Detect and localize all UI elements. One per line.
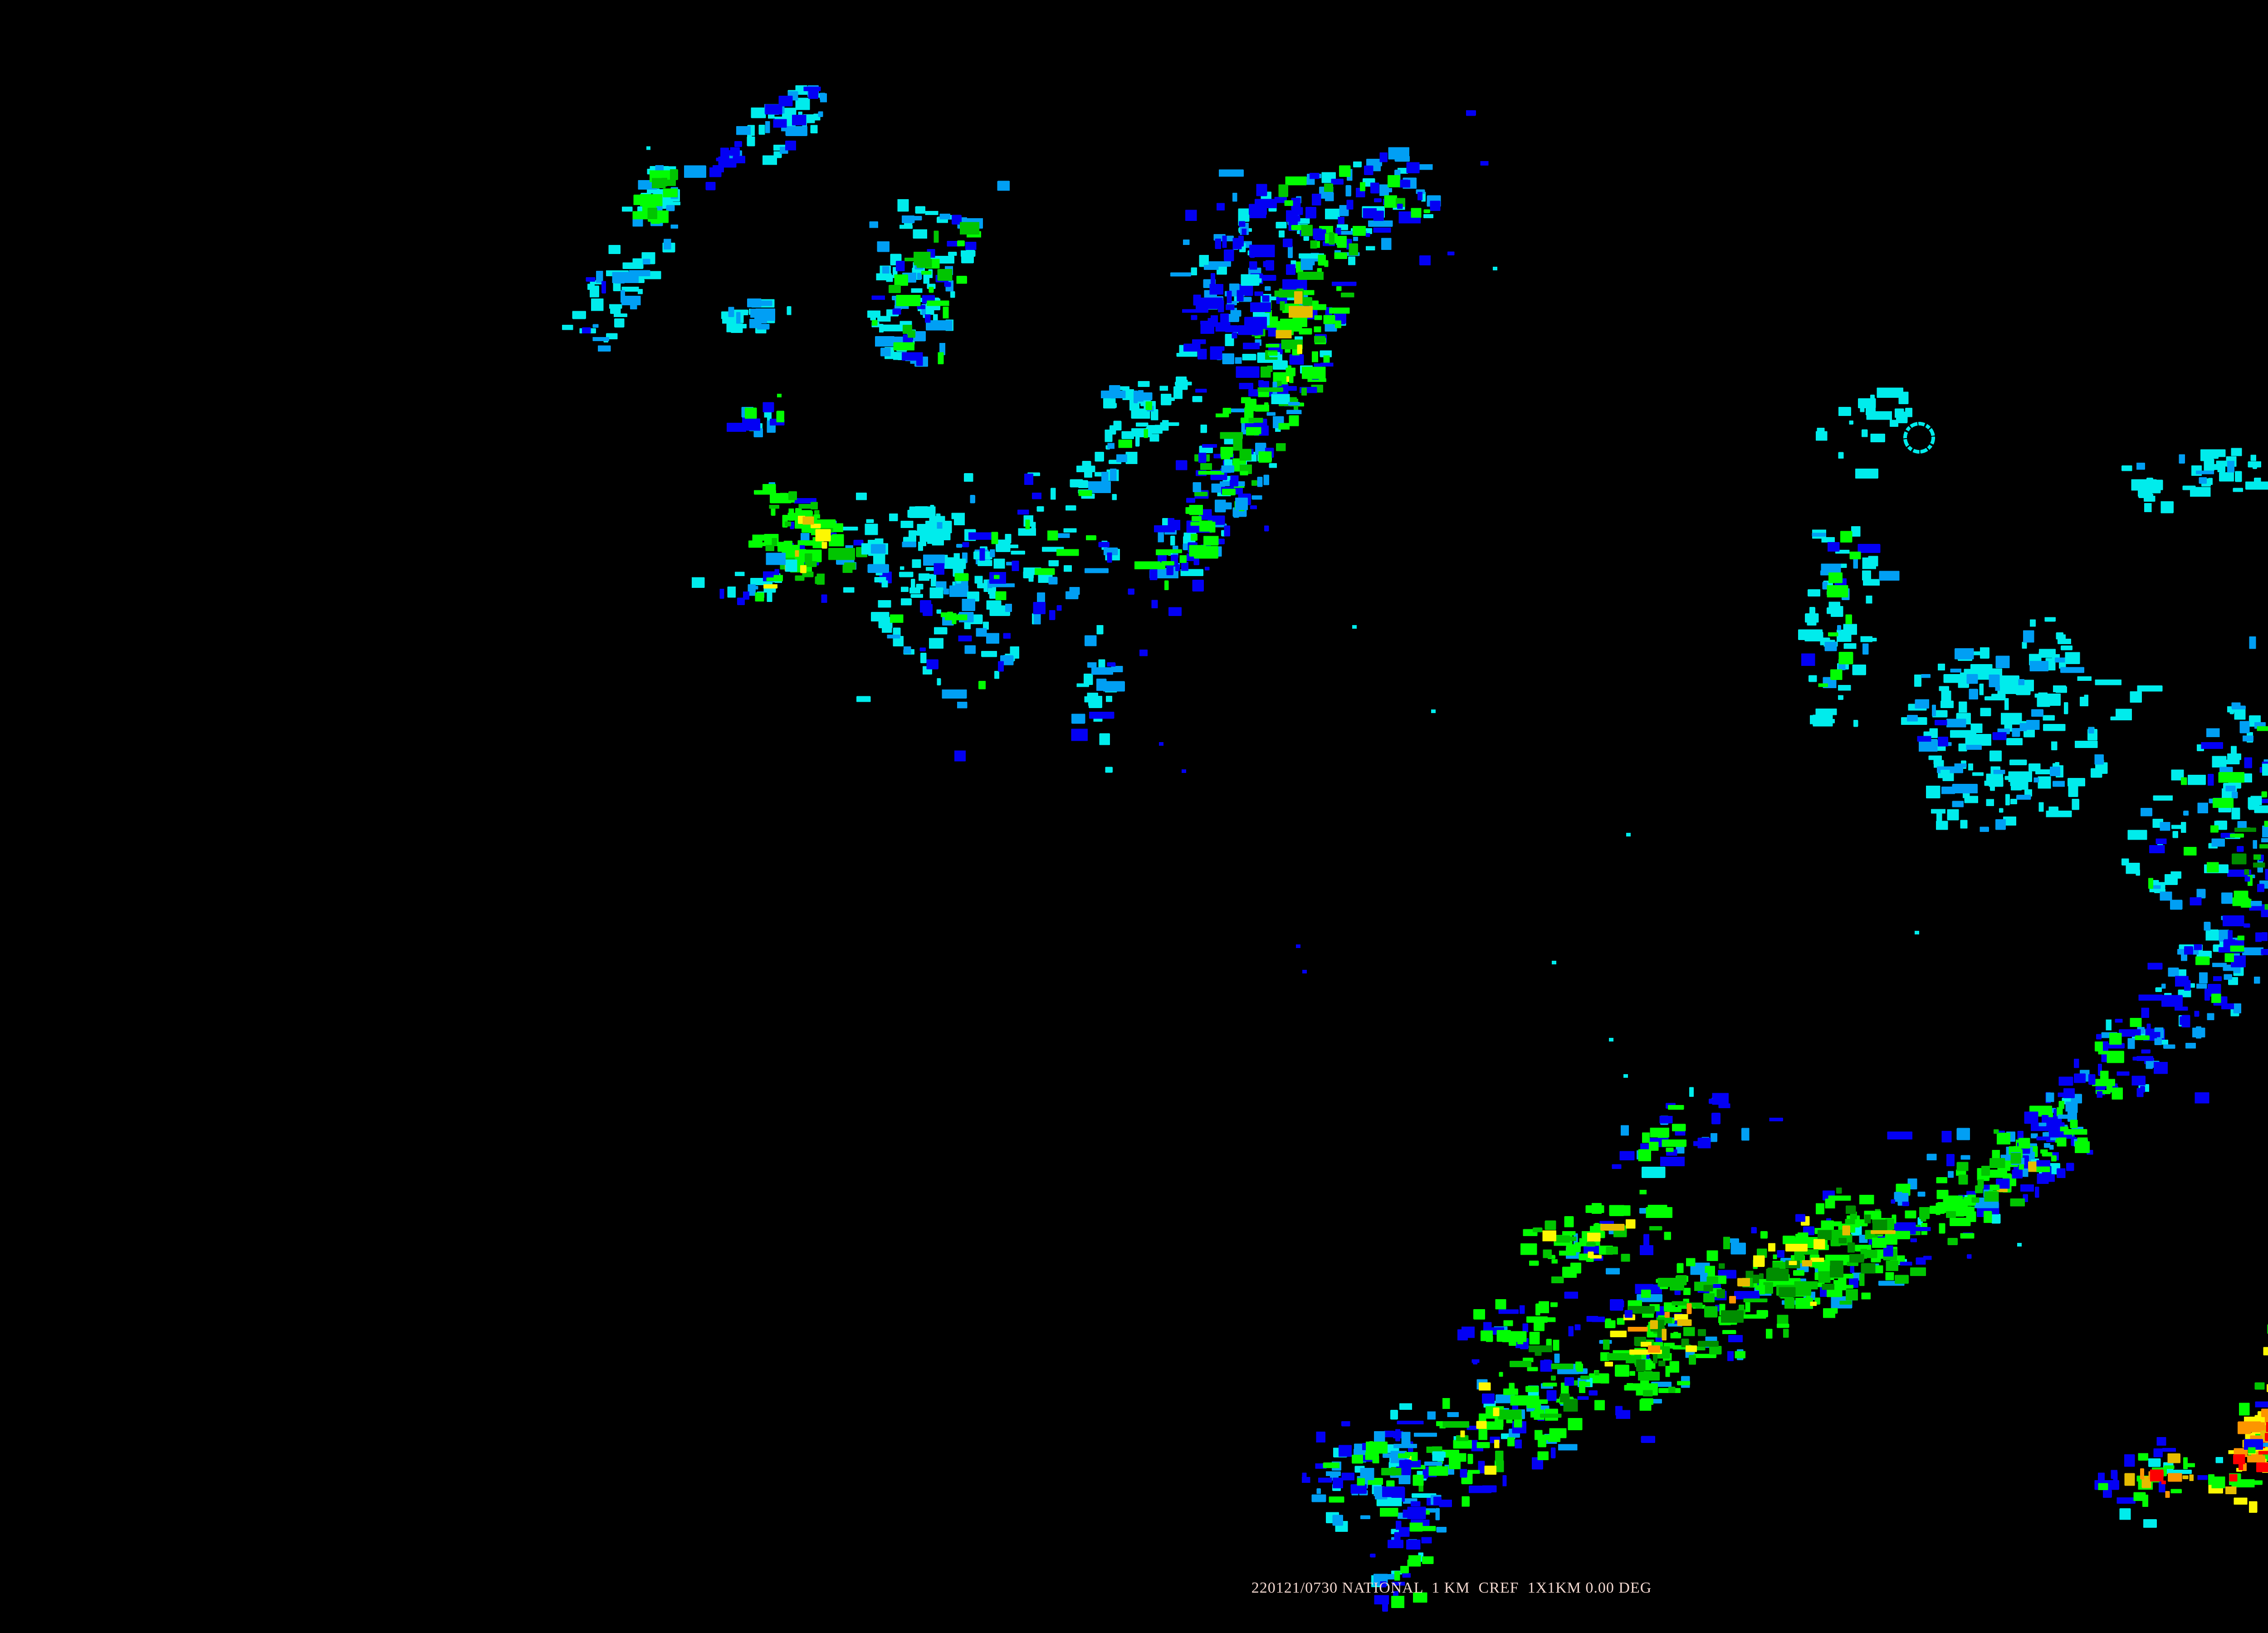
echo-cluster-nw-specks-top xyxy=(736,85,827,165)
echo-cluster-fl-spur xyxy=(2244,1439,2268,1453)
echo-cluster-nw-cyan-bright xyxy=(843,473,996,608)
echo-cluster-south-west-patch xyxy=(1301,1403,1446,1532)
echo-cluster-nw-specks-mid xyxy=(726,402,785,437)
echo-cluster-east-mid xyxy=(2143,869,2268,1104)
echo-cluster-band-cyan-streak xyxy=(1065,376,1202,511)
echo-cluster-south-north-specks xyxy=(1612,1087,1783,1178)
echo-cluster-nw-mid-blob xyxy=(721,298,792,333)
echo-cluster-nw-dense-cluster xyxy=(867,181,1010,367)
echo-cluster-band-cyan-dashes xyxy=(1100,381,1168,409)
echo-cluster-plains-ring-specks xyxy=(1816,387,1913,459)
echo-cluster-nw-left-specks xyxy=(562,206,671,352)
echo-cluster-nw-blue-dash xyxy=(684,141,746,191)
echo-cluster-south-nw-bits xyxy=(1457,1299,1558,1364)
echo-cluster-band-blue-west xyxy=(1170,210,1297,393)
echo-cluster-south-mid xyxy=(1528,1214,1805,1443)
echo-cluster-nw-lower-scatter xyxy=(856,472,1120,762)
product-caption: 220121/0730 NATIONAL 1 KM CREF 1X1KM 0.0… xyxy=(1251,1579,1652,1596)
echo-cluster-nw-bits-sw xyxy=(691,552,797,605)
isolated-echo-dots xyxy=(777,267,2166,1484)
echo-cluster-east-west-fringe xyxy=(2121,636,2268,910)
echo-cluster-plains-patch-low xyxy=(1926,691,2173,832)
echo-cluster-plains-pair-top xyxy=(2121,448,2268,513)
echo-cluster-fl-low-core xyxy=(2208,1401,2268,1513)
echo-cluster-plains-col-west xyxy=(1798,469,1900,727)
echo-cluster-fl-tail-specks xyxy=(2094,1437,2225,1528)
echo-cluster-south-sw xyxy=(1316,1310,1633,1534)
echo-cluster-band-tail xyxy=(1096,453,1248,656)
echo-cluster-south-main-east xyxy=(1690,1130,1952,1360)
echo-cluster-plains-patch-mid xyxy=(1838,617,2163,781)
echo-cluster-nw-green-knot xyxy=(632,146,680,253)
range-ring-artifact xyxy=(1903,422,1935,454)
echo-cluster-nw-tail-south xyxy=(1071,635,1125,773)
echo-cluster-south-detached xyxy=(1520,1189,1672,1283)
echo-cluster-south-tail xyxy=(1370,1469,1467,1612)
echo-cluster-band-hook-top xyxy=(1183,110,1489,298)
